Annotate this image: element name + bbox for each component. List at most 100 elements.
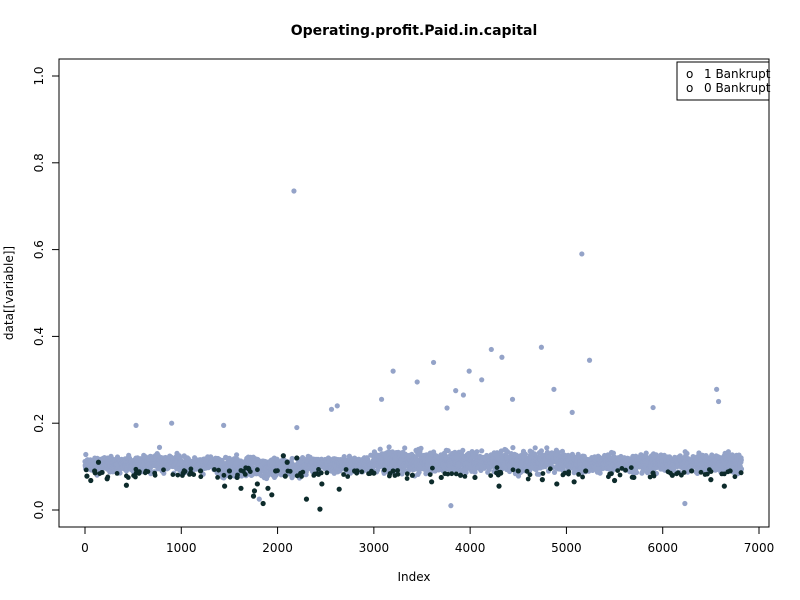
point-1-bankrupt <box>498 469 503 475</box>
point-0-bankrupt-outlier <box>256 496 262 502</box>
point-0-bankrupt <box>472 469 478 475</box>
point-1-bankrupt <box>525 476 531 482</box>
point-0-bankrupt-outlier <box>569 409 575 415</box>
point-1-bankrupt <box>187 472 192 477</box>
point-1-bankrupt <box>628 465 634 470</box>
point-1-bankrupt <box>404 471 410 477</box>
point-1-bankrupt <box>515 468 521 474</box>
legend-symbol-0: o <box>686 81 693 95</box>
point-1-bankrupt <box>299 474 304 479</box>
point-0-bankrupt-outlier <box>444 405 450 411</box>
point-1-bankrupt <box>123 482 130 488</box>
point-0-bankrupt-outlier <box>133 422 139 428</box>
data-points <box>82 188 745 512</box>
point-0-bankrupt <box>445 448 451 454</box>
point-0-bankrupt-outlier <box>499 354 505 360</box>
point-0-bankrupt <box>590 467 596 473</box>
point-1-bankrupt <box>359 469 365 475</box>
y-tick-label: 0.2 <box>32 414 46 433</box>
point-1-bankrupt <box>247 469 253 474</box>
point-1-bankrupt <box>725 469 731 475</box>
point-0-bankrupt-outlier <box>390 368 396 374</box>
point-1-bankrupt <box>188 466 194 472</box>
point-1-bankrupt <box>721 483 727 489</box>
point-1-bankrupt <box>462 474 468 479</box>
point-1-bankrupt <box>170 472 176 477</box>
point-0-bankrupt <box>544 445 550 451</box>
point-1-bankrupt <box>404 476 410 481</box>
point-1-bankrupt <box>319 481 325 487</box>
point-1-bankrupt <box>392 473 398 478</box>
point-1-bankrupt <box>133 474 138 480</box>
point-1-bankrupt <box>142 470 148 476</box>
point-1-bankrupt <box>651 473 657 479</box>
point-1-bankrupt <box>562 470 568 476</box>
point-0-bankrupt <box>446 466 453 473</box>
point-1-bankrupt <box>341 472 346 477</box>
point-1-bankrupt <box>282 473 288 479</box>
point-0-bankrupt-outlier <box>294 424 300 431</box>
x-tick-label: 4000 <box>455 541 486 555</box>
point-1-bankrupt <box>280 453 286 459</box>
point-1-bankrupt <box>583 468 589 474</box>
point-1-bankrupt <box>314 471 320 477</box>
point-1-bankrupt <box>242 472 248 477</box>
point-1-bankrupt <box>317 506 323 512</box>
point-1-bankrupt <box>215 475 221 480</box>
point-0-bankrupt <box>265 473 271 479</box>
point-0-bankrupt <box>156 444 163 450</box>
point-1-bankrupt <box>250 493 257 499</box>
point-0-bankrupt-outlier <box>714 386 720 392</box>
point-1-bankrupt <box>738 470 744 476</box>
point-1-bankrupt <box>382 467 387 473</box>
point-1-bankrupt <box>698 469 704 475</box>
x-tick-label: 1000 <box>166 541 197 555</box>
point-0-bankrupt-outlier <box>448 503 454 509</box>
point-1-bankrupt <box>681 470 687 475</box>
point-1-bankrupt <box>181 468 187 474</box>
point-1-bankrupt <box>324 470 330 476</box>
point-0-bankrupt <box>633 469 640 476</box>
point-1-bankrupt <box>707 467 712 472</box>
point-1-bankrupt <box>566 469 572 475</box>
x-tick-label: 0 <box>81 541 89 555</box>
point-0-bankrupt <box>522 451 529 457</box>
x-tick-label: 3000 <box>359 541 390 555</box>
point-0-bankrupt <box>289 455 295 462</box>
point-0-bankrupt <box>538 448 545 454</box>
point-1-bankrupt <box>438 474 444 481</box>
point-1-bankrupt <box>255 467 260 473</box>
point-0-bankrupt <box>684 450 690 457</box>
point-1-bankrupt <box>212 467 217 472</box>
point-1-bankrupt <box>453 471 459 477</box>
point-1-bankrupt <box>124 473 129 479</box>
point-1-bankrupt <box>629 474 635 480</box>
point-1-bankrupt <box>243 465 249 471</box>
point-1-bankrupt <box>615 468 621 473</box>
point-0-bankrupt <box>738 466 745 472</box>
point-0-bankrupt-outlier <box>586 357 593 363</box>
point-1-bankrupt <box>387 473 392 479</box>
point-1-bankrupt <box>284 459 290 465</box>
legend-label-1-bankrupt: 1 Bankrupt <box>704 67 771 81</box>
point-1-bankrupt <box>367 471 373 476</box>
point-1-bankrupt <box>395 468 400 473</box>
point-1-bankrupt <box>294 473 300 479</box>
point-1-bankrupt <box>496 483 502 489</box>
point-1-bankrupt <box>316 467 321 472</box>
point-0-bankrupt-outlier <box>378 396 385 402</box>
point-1-bankrupt <box>235 472 240 478</box>
point-1-bankrupt <box>222 483 228 489</box>
point-1-bankrupt <box>429 479 435 485</box>
point-1-bankrupt <box>580 474 585 480</box>
point-1-bankrupt <box>732 474 738 480</box>
point-1-bankrupt <box>617 472 623 478</box>
point-1-bankrupt <box>161 467 166 473</box>
point-0-bankrupt <box>402 445 408 451</box>
point-1-bankrupt <box>457 472 464 478</box>
point-0-bankrupt <box>532 445 538 451</box>
point-1-bankrupt <box>472 474 478 481</box>
point-1-bankrupt <box>294 455 300 461</box>
point-0-bankrupt-outlier <box>579 251 585 257</box>
point-1-bankrupt <box>494 465 500 470</box>
